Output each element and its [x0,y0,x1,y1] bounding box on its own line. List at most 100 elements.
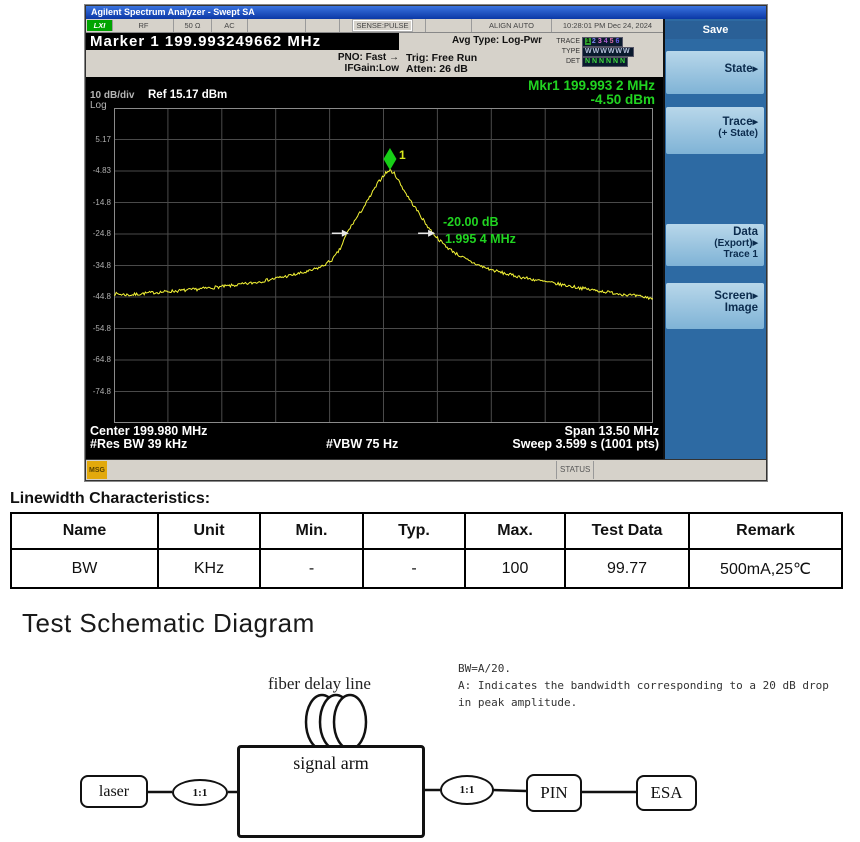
svg-text:1: 1 [399,148,406,162]
softkey-state[interactable]: State▶ [666,51,764,94]
scale-per-div-label: 10 dB/div [90,90,135,101]
signal-arm-label: signal arm [293,753,369,773]
rf-indicator: RF [114,19,174,32]
signal-arm-box [237,745,425,838]
trigger-label: Trig: Free Run [406,52,478,64]
cell-unit: KHz [157,548,261,589]
softkey-screen-image[interactable]: Screen▶ Image [666,283,764,329]
softkey-state-label: State [724,63,753,75]
note-line: in peak amplitude. [458,696,578,709]
svg-text:1.995 4 MHz: 1.995 4 MHz [445,232,516,246]
softkey-trace-label: Trace [722,116,753,128]
type-row: TYPE WWWWWW [544,46,658,57]
softkey-trace[interactable]: Trace▶ (+ State) [666,107,764,154]
center-freq-label: Center 199.980 MHz [90,424,208,438]
pin-box: PIN [526,774,582,812]
log-scale-label: Log [90,100,107,111]
y-tick: 5.17 [95,135,111,144]
note-line: A: Indicates the bandwidth corresponding… [458,679,829,692]
cell-min: - [259,548,364,589]
res-bw-label: #Res BW 39 kHz [90,437,188,451]
measurement-header: Marker 1 199.993249662 MHz Avg Type: Log… [86,33,663,77]
cell-remark: 500mA,25℃ [688,548,843,589]
ref-level-label: Ref 15.17 dBm [148,89,228,101]
atten-label: Atten: 26 dB [406,63,468,75]
status-cell-empty [248,19,306,32]
laser-box: laser [80,775,148,808]
note-line: BW=A/20. [458,662,511,675]
col-typ: Typ. [362,512,466,550]
coupling-indicator: AC [212,19,248,32]
trace-digit: 6 [615,37,620,45]
col-remark: Remark [688,512,843,550]
spectrum-analyzer-window: Agilent Spectrum Analyzer - Swept SA LXI… [85,5,767,481]
softkey-data-label: Data [733,226,758,238]
softkey-trace-sub: (+ State) [718,128,758,139]
datetime: 10:28:01 PM Dec 24, 2024 [562,21,653,30]
sense-indicator: SENSE:PULSE [340,19,426,32]
trace-digit: 5 [609,37,614,45]
window-titlebar: Agilent Spectrum Analyzer - Swept SA [86,6,766,19]
submenu-arrow-icon: ▶ [752,66,758,73]
spectrum-display: Mkr1 199.993 2 MHz -4.50 dBm 10 dB/div R… [86,77,663,459]
col-name: Name [10,512,159,550]
sense-value: SENSE:PULSE [352,19,413,32]
vbw-label: #VBW 75 Hz [326,437,399,451]
coupler1: 1:1 [172,779,228,806]
freq-annotation-row: Center 199.980 MHz Span 13.50 MHz [86,424,663,438]
cell-typ: - [362,548,466,589]
cell-max: 100 [464,548,566,589]
trace-digit: 4 [603,37,608,45]
cell-test-data: 99.77 [564,548,690,589]
status-label: STATUS [556,461,595,479]
cell-name: BW [10,548,159,589]
y-tick: -4.83 [92,166,111,175]
submenu-arrow-icon: ▶ [752,119,758,126]
submenu-arrow-icon: ▶ [752,293,758,300]
pno-text: PNO: Fast [337,52,387,63]
col-max: Max. [464,512,566,550]
y-tick: -64.8 [92,355,111,364]
y-tick: -54.8 [92,324,111,333]
window-statusbar: MSG STATUS [86,459,766,480]
softkey-data-sub: (Export) [714,238,753,249]
y-tick: -14.8 [92,198,111,207]
fiber-coil-loop [332,693,368,751]
softkey-data-export[interactable]: Data (Export)▶ Trace 1 [666,224,764,266]
bw-annotation-row: #Res BW 39 kHz #VBW 75 Hz Sweep 3.599 s … [86,437,663,451]
connector-line [492,788,527,793]
table-heading: Linewidth Characteristics: [10,490,211,507]
align-indicator: ALIGN AUTO [472,19,552,32]
marker1-frequency: Mkr1 199.993 2 MHz [528,78,655,93]
type-label: TYPE [561,48,580,55]
status-strip: LXI RF 50 Ω AC SENSE:PULSE ALIGN AUTO 10… [86,19,663,33]
spectrum-trace-plot: 1 -20.00 dB 1.995 4 MHz [114,108,653,423]
lxi-badge: LXI [87,20,113,31]
y-tick: -74.8 [92,387,111,396]
y-tick: -24.8 [92,229,111,238]
ifgain-label: IFGain:Low [344,63,399,74]
esa-box: ESA [636,775,697,811]
y-tick: -44.8 [92,292,111,301]
marker1-result: Mkr1 199.993 2 MHz -4.50 dBm [528,79,655,107]
coupler2: 1:1 [440,775,494,805]
status-cell-empty [426,19,472,32]
softkey-screen-sub: Image [724,302,758,314]
trace-digit: 2 [591,37,596,45]
trace-digit: 3 [597,37,602,45]
msg-badge: MSG [87,461,107,479]
status-cell-empty [306,19,340,32]
bw-formula-note: BW=A/20. A: Indicates the bandwidth corr… [458,660,829,711]
softkey-screen-label: Screen [714,290,753,302]
pno-arrow-icon: → [389,52,399,63]
det-values: N N N N N N [582,56,629,67]
softkey-data-trace: Trace 1 [723,249,758,260]
y-tick: -34.8 [92,261,111,270]
sweep-label: Sweep 3.599 s (1001 pts) [512,437,659,451]
submenu-arrow-icon: ▶ [752,240,758,247]
span-label: Span 13.50 MHz [564,424,659,438]
col-min: Min. [259,512,364,550]
